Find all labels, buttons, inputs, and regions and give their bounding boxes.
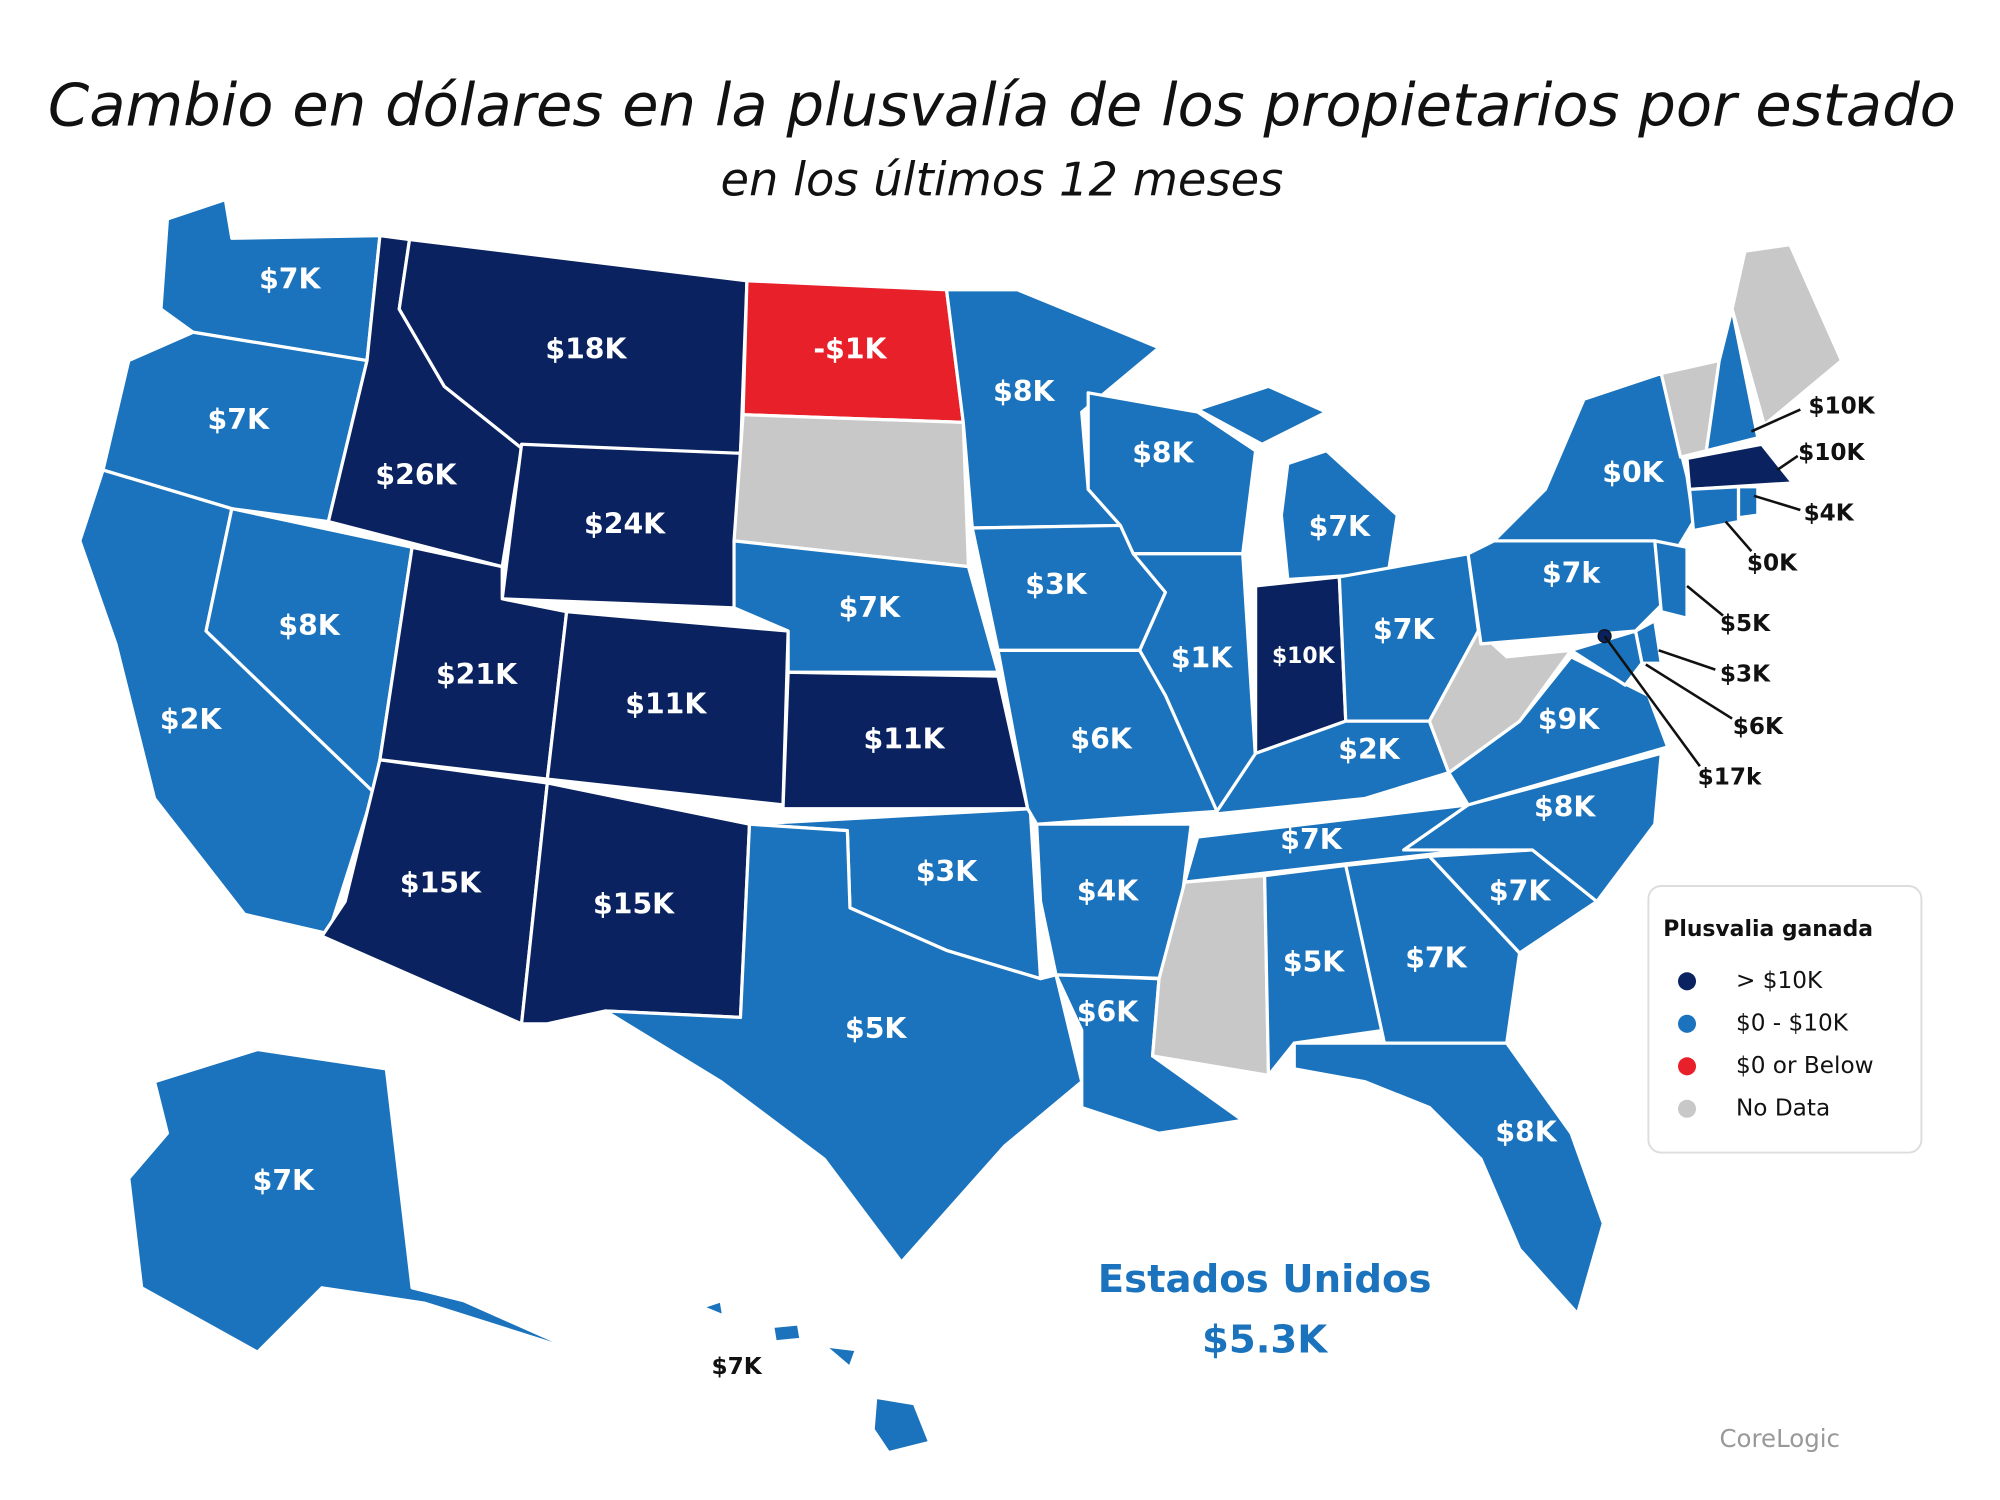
state-label: $6K — [1733, 713, 1784, 740]
state-label: $18K — [545, 332, 627, 365]
state-label: $3K — [916, 855, 978, 888]
legend-label: > $10K — [1736, 967, 1823, 994]
map-root: Cambio en dólares en la plusvalía de los… — [48, 71, 1956, 1455]
state-label: $5K — [845, 1012, 907, 1045]
state-label: $7K — [259, 263, 321, 296]
state-label: $7K — [1280, 823, 1342, 856]
legend-label: $0 or Below — [1736, 1052, 1874, 1079]
state — [771, 1322, 803, 1344]
state-label: $2K — [1338, 733, 1400, 766]
legend-label: $0 - $10K — [1736, 1009, 1849, 1036]
state-label: $4K — [1804, 499, 1855, 526]
state-label: $15K — [593, 887, 675, 920]
state-label: $0K — [1602, 456, 1664, 489]
state — [1704, 307, 1760, 453]
national-value: $5.3K — [1202, 1317, 1329, 1362]
state — [1685, 442, 1795, 491]
state-label: $7K — [1309, 510, 1371, 543]
state — [700, 1299, 726, 1318]
state — [1263, 863, 1386, 1077]
state-label: $5K — [1283, 945, 1345, 978]
state-label: $15K — [400, 867, 482, 900]
state-label: $26K — [375, 458, 457, 491]
state — [1736, 485, 1760, 520]
state — [1131, 552, 1258, 813]
state — [822, 1344, 858, 1370]
legend-title: Plusvalia ganada — [1663, 917, 1873, 942]
legend-swatch — [1678, 1057, 1697, 1076]
leader-line — [1686, 584, 1724, 617]
state — [1687, 485, 1741, 533]
state-label: $7K — [712, 1353, 763, 1380]
state-label: $10K — [1798, 439, 1865, 466]
legend-swatch — [1678, 1099, 1697, 1118]
state-label: $7K — [208, 403, 270, 436]
state — [127, 1047, 582, 1354]
state-label: $7K — [1373, 613, 1435, 646]
state-label: $5K — [1720, 610, 1771, 637]
state — [1730, 243, 1844, 427]
state-label: $8K — [1534, 791, 1596, 824]
state-label: $10K — [1272, 644, 1336, 669]
state-label: $11K — [863, 722, 945, 755]
leader-line — [1645, 663, 1733, 720]
state-label: $24K — [584, 507, 666, 540]
state — [1292, 1041, 1605, 1316]
state-label: $8K — [993, 375, 1055, 408]
state — [603, 822, 1084, 1264]
legend-swatch — [1678, 972, 1697, 991]
subtitle: en los últimos 12 meses — [721, 152, 1284, 206]
state — [1196, 384, 1329, 446]
source: CoreLogic — [1719, 1424, 1840, 1453]
state-label: $7K — [1489, 874, 1551, 907]
national-name: Estados Unidos — [1098, 1257, 1432, 1302]
legend-box — [1647, 885, 1923, 1154]
state-label: $2K — [160, 703, 222, 736]
state-label: $17k — [1698, 763, 1762, 790]
state-label: $8K — [1132, 437, 1194, 470]
state-label: $8K — [1495, 1115, 1557, 1148]
state-label: $7K — [839, 591, 901, 624]
state-label: $21K — [436, 658, 518, 691]
leader-line — [1658, 649, 1716, 671]
title: Cambio en dólares en la plusvalía de los… — [48, 71, 1956, 140]
state-label: $7k — [1542, 556, 1601, 589]
state-label: $8K — [278, 609, 340, 642]
legend-swatch — [1678, 1014, 1697, 1033]
state-label: $7K — [253, 1164, 315, 1197]
state-label: $11K — [625, 688, 707, 721]
leader-line — [1753, 494, 1801, 512]
state — [1653, 539, 1689, 620]
state-label: $7K — [1405, 941, 1467, 974]
state-label: $9K — [1538, 703, 1600, 736]
labels: $7K $7K $2K $8K $26K $18K $24K $21K $11K $15K $15K… — [160, 263, 1876, 1380]
state — [1150, 874, 1271, 1077]
leader-line — [1603, 635, 1701, 768]
state-label: $10K — [1808, 392, 1875, 419]
state — [1569, 629, 1644, 687]
states — [78, 197, 1844, 1455]
legend-label: No Data — [1736, 1094, 1830, 1121]
state-label: $4K — [1077, 874, 1139, 907]
state-label: $0K — [1747, 550, 1798, 577]
state — [320, 758, 549, 1026]
state-label: -$1K — [813, 332, 887, 365]
state — [1344, 854, 1522, 1045]
leader-line — [1750, 408, 1801, 433]
state — [871, 1395, 932, 1455]
state-label: $6K — [1070, 722, 1132, 755]
state-label: $6K — [1077, 995, 1139, 1028]
state-label: $1K — [1171, 641, 1233, 674]
state-label: $3K — [1720, 660, 1771, 687]
legend: > $10K $0 - $10K $0 or Below No Data — [1678, 967, 1874, 1121]
leader-line — [1776, 454, 1799, 472]
state-label: $3K — [1025, 568, 1087, 601]
leader-line — [1724, 520, 1753, 553]
